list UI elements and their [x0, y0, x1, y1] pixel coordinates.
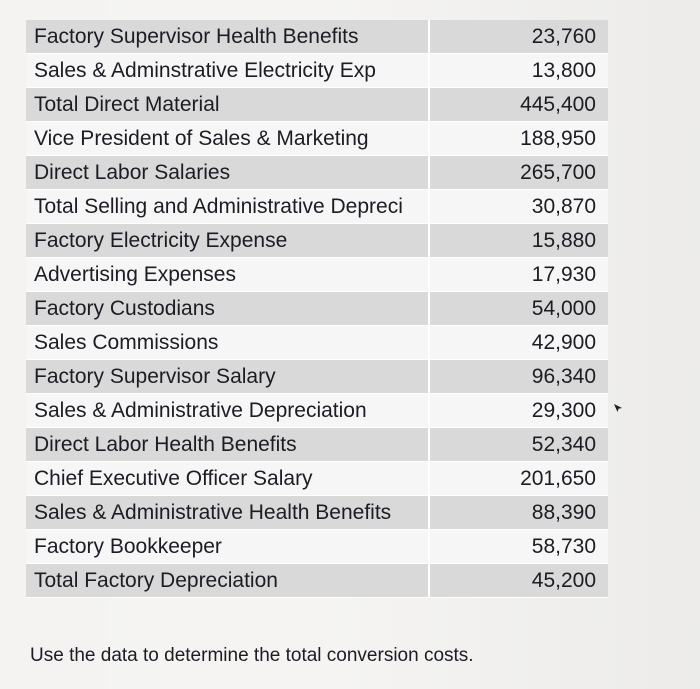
row-label: Vice President of Sales & Marketing: [26, 122, 430, 155]
row-label: Total Selling and Administrative Depreci: [26, 190, 430, 223]
row-label: Factory Electricity Expense: [26, 224, 430, 257]
table-row: Direct Labor Health Benefits 52,340: [26, 428, 608, 462]
row-value: 265,700: [520, 161, 596, 184]
question-instruction: Use the data to determine the total conv…: [30, 645, 474, 666]
row-label: Factory Bookkeeper: [26, 530, 430, 563]
table-row: Factory Custodians 54,000: [26, 292, 608, 326]
table-row: Sales & Administrative Health Benefits 8…: [26, 496, 608, 530]
row-label: Chief Executive Officer Salary: [26, 462, 430, 495]
row-value: 201,650: [520, 467, 596, 490]
table-row: Vice President of Sales & Marketing 188,…: [26, 122, 608, 156]
table-row: Chief Executive Officer Salary 201,650: [26, 462, 608, 496]
row-label: Factory Supervisor Salary: [26, 360, 430, 393]
row-value: 23,760: [531, 25, 596, 48]
table-row: Factory Electricity Expense 15,880: [26, 224, 608, 258]
table-row: Total Factory Depreciation 45,200: [26, 564, 608, 598]
row-value: 45,200: [531, 569, 596, 592]
row-value: 88,390: [531, 501, 596, 524]
row-value: 58,730: [531, 535, 596, 558]
row-value: 17,930: [531, 263, 596, 286]
row-label: Sales Commissions: [26, 326, 430, 359]
mouse-pointer-icon: [614, 404, 622, 412]
row-value: 96,340: [531, 365, 596, 388]
row-label: Total Factory Depreciation: [26, 564, 430, 597]
table-row: Sales Commissions 42,900: [26, 326, 608, 360]
table-row: Factory Supervisor Health Benefits 23,76…: [26, 20, 608, 54]
row-value: 445,400: [520, 93, 596, 116]
row-value: 52,340: [531, 433, 596, 456]
table-row: Sales & Adminstrative Electricity Exp 13…: [26, 54, 608, 88]
table-row: Total Selling and Administrative Depreci…: [26, 190, 608, 224]
row-label: Direct Labor Salaries: [26, 156, 430, 189]
row-value: 54,000: [531, 297, 596, 320]
table-row: Direct Labor Salaries 265,700: [26, 156, 608, 190]
table-row: Factory Supervisor Salary 96,340: [26, 360, 608, 394]
table-row: Total Direct Material 445,400: [26, 88, 608, 122]
row-value: 30,870: [531, 195, 596, 218]
row-value: 29,300: [531, 399, 596, 422]
row-value: 15,880: [531, 229, 596, 252]
row-label: Sales & Adminstrative Electricity Exp: [26, 54, 430, 87]
table-row: Advertising Expenses 17,930: [26, 258, 608, 292]
row-label: Advertising Expenses: [26, 258, 430, 291]
cost-data-table: Factory Supervisor Health Benefits 23,76…: [26, 20, 608, 598]
row-label: Direct Labor Health Benefits: [26, 428, 430, 461]
table-row: Sales & Administrative Depreciation 29,3…: [26, 394, 608, 428]
row-value: 13,800: [531, 59, 596, 82]
row-label: Sales & Administrative Depreciation: [26, 394, 430, 427]
table-row: Factory Bookkeeper 58,730: [26, 530, 608, 564]
row-value: 188,950: [520, 127, 596, 150]
row-label: Total Direct Material: [26, 88, 430, 121]
row-value: 42,900: [531, 331, 596, 354]
row-label: Factory Custodians: [26, 292, 430, 325]
row-label: Factory Supervisor Health Benefits: [26, 20, 430, 53]
row-label: Sales & Administrative Health Benefits: [26, 496, 430, 529]
